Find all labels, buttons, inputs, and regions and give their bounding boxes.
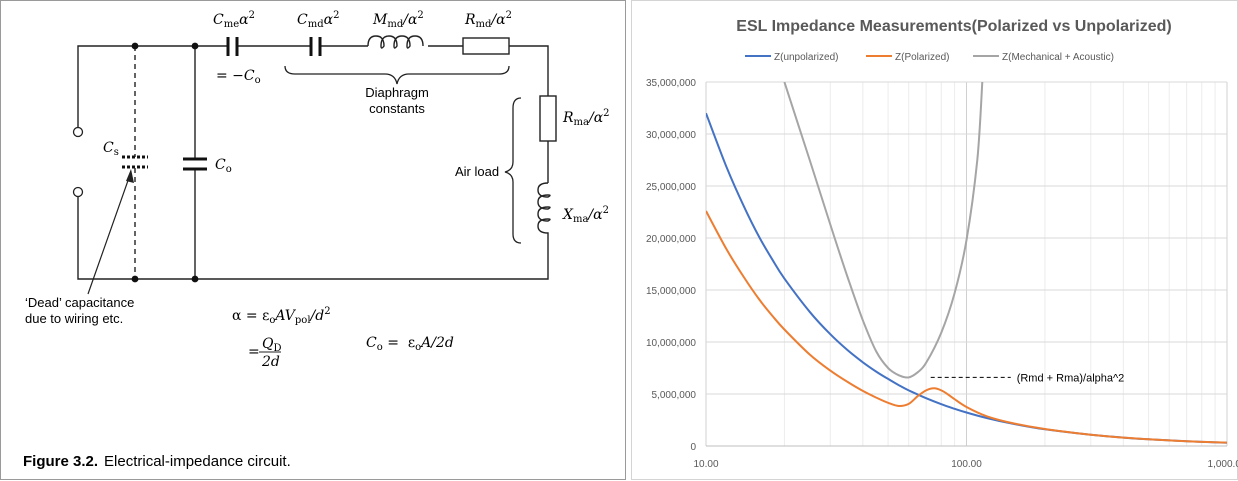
capacitor-cmd — [309, 37, 322, 56]
chart-annotation: (Rmd + Rma)/alpha^2 — [930, 372, 1125, 384]
capacitor-cme — [226, 37, 239, 56]
label-co: Co — [215, 157, 232, 175]
label-rma: Rma/α2 — [562, 108, 610, 128]
y-tick-label: 5,000,000 — [652, 390, 697, 401]
y-tick-label: 20,000,000 — [646, 234, 696, 245]
diaphragm-brace — [284, 65, 510, 85]
circuit-panel: Cmeα2 Cmdα2 Mmd/α2 Rmd/α2 Rma/α2 Xma/α2 … — [0, 0, 626, 480]
capacitor-cs-dashed — [122, 155, 148, 169]
circuit-panel-border — [0, 0, 626, 480]
label-cmd: Cmdα2 — [297, 10, 339, 30]
co-equation: Co = εoA/2d — [366, 335, 454, 353]
label-xma: Xma/α2 — [562, 205, 609, 225]
x-tick-label: 100.00 — [951, 459, 982, 470]
chart-panel-border — [631, 0, 1238, 480]
top-left-wire — [77, 45, 227, 127]
y-tick-label: 35,000,000 — [646, 78, 696, 89]
bottom-return-wire — [77, 197, 549, 280]
label-mmd: Mmd/α2 — [372, 10, 424, 30]
y-tick-label: 30,000,000 — [646, 130, 696, 141]
diaphragm-label-1: Diaphragm — [365, 85, 429, 100]
resistor-rma — [539, 95, 557, 142]
chart-tick-labels: 0 5,000,000 10,000,000 15,000,000 20,000,000… — [646, 78, 1238, 470]
series-line-polarized — [706, 210, 1227, 444]
chart-title: ESL Impedance Measurements(Polarized vs … — [736, 18, 1171, 35]
alpha-equation: α = εoAVpol/d2 — [232, 306, 331, 326]
circuit-wiring — [77, 45, 549, 280]
fraction-numerator: QD — [262, 336, 282, 354]
figure-caption: Figure 3.2. Electrical-impedance circuit. — [23, 453, 291, 470]
x-tick-label: 10.00 — [693, 459, 718, 470]
x-tick-label: 1,000.00 — [1208, 459, 1238, 470]
air-load-label: Air load — [455, 164, 499, 179]
fraction-denominator: 2d — [261, 354, 280, 370]
resistor-rmd — [462, 37, 510, 55]
chart-gridlines — [705, 81, 1228, 447]
annotation-label: (Rmd + Rma)/alpha^2 — [1017, 372, 1125, 384]
junction-dot — [131, 275, 139, 283]
label-cme-equals: = −Co — [216, 68, 261, 86]
y-tick-label: 15,000,000 — [646, 286, 696, 297]
dead-capacitance-arrowhead — [126, 169, 134, 183]
air-load-brace — [504, 97, 522, 244]
capacitor-co — [183, 157, 207, 171]
y-tick-label: 25,000,000 — [646, 182, 696, 193]
junction-dot — [191, 42, 199, 50]
chart-panel: ESL Impedance Measurements(Polarized vs … — [631, 0, 1238, 480]
inductor-mmd — [367, 35, 424, 49]
dead-capacitance-label-2: due to wiring etc. — [25, 311, 123, 326]
legend-label-polarized: Z(Polarized) — [895, 52, 949, 63]
inductor-xma — [537, 182, 551, 240]
junction-dot — [191, 275, 199, 283]
series-line-mechanical-acoustic — [783, 82, 984, 379]
label-cs: Cs — [103, 140, 119, 158]
terminal-top — [72, 126, 84, 138]
y-tick-label: 0 — [690, 442, 696, 453]
y-tick-label: 10,000,000 — [646, 338, 696, 349]
wire-rmd-rma — [509, 45, 549, 96]
chart-series — [706, 82, 1227, 444]
diaphragm-label-2: constants — [369, 101, 425, 116]
label-cme: Cmeα2 — [213, 10, 255, 30]
legend-label-mechanical: Z(Mechanical + Acoustic) — [1002, 52, 1114, 63]
dead-capacitance-label-1: ‘Dead’ capacitance — [25, 295, 134, 310]
dead-capacitance-arrow — [87, 171, 132, 295]
equation-equals: = — [248, 344, 260, 360]
legend-label-unpolarized: Z(unpolarized) — [774, 52, 838, 63]
terminal-bottom — [72, 186, 84, 198]
chart-legend: Z(unpolarized) Z(Polarized) Z(Mechanical… — [745, 52, 1114, 63]
label-rmd: Rmd/α2 — [464, 10, 512, 30]
junction-dot — [131, 42, 139, 50]
